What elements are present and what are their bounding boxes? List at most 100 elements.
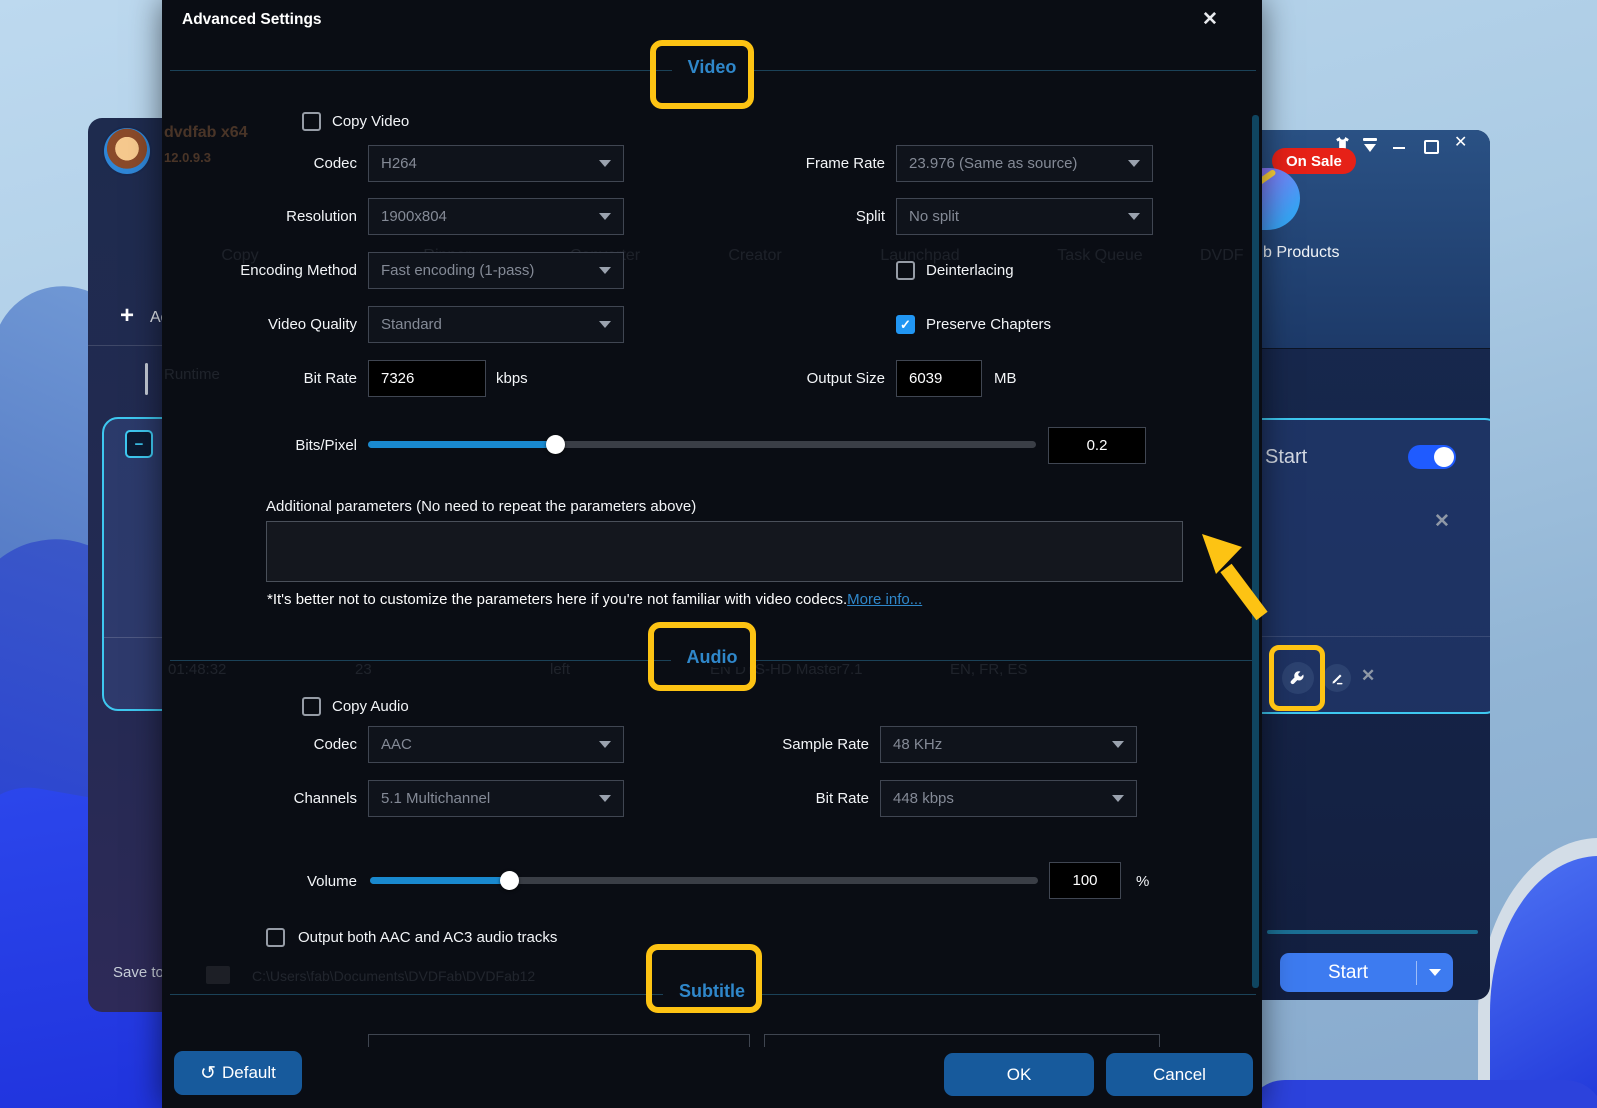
divider [104, 637, 162, 638]
selected-title-card[interactable]: Start ✕ ✕ [1262, 418, 1490, 714]
enable-toggle[interactable] [1408, 445, 1456, 469]
codec-value: H264 [381, 155, 417, 172]
video-quality-dropdown[interactable]: Standard [368, 306, 624, 343]
copy-audio-label: Copy Audio [332, 698, 409, 715]
split-value: No split [909, 208, 960, 225]
additional-params-textarea[interactable] [266, 521, 1183, 582]
preserve-chapters-label: Preserve Chapters [926, 316, 1052, 333]
sample-rate-dropdown[interactable]: 48 KHz [880, 726, 1137, 763]
encoding-method-dropdown[interactable]: Fast encoding (1-pass) [368, 252, 624, 289]
advanced-settings-wrench-button[interactable] [1282, 662, 1314, 694]
ghost-row-duration: 01:48:32 [168, 661, 227, 678]
volume-slider-thumb[interactable] [500, 871, 519, 890]
annotation-box-wrench [1269, 645, 1325, 711]
main-window-left-strip: + Add − Save to [88, 118, 162, 1012]
ghost-row-subtitles: EN, FR, ES [950, 661, 1028, 678]
bits-pixel-slider[interactable] [368, 441, 1036, 448]
bits-pixel-slider-fill [368, 441, 557, 448]
default-button[interactable]: ↺ Default [174, 1051, 302, 1095]
split-dropdown[interactable]: No split [896, 198, 1153, 235]
annotation-arrow [1202, 534, 1268, 621]
frame-rate-value: 23.976 (Same as source) [909, 155, 1078, 172]
audio-section-header: Audio [162, 647, 1262, 668]
audio-codec-dropdown[interactable]: AAC [368, 726, 624, 763]
ghost-row-chapters: 23 [355, 661, 372, 678]
remove-icon[interactable]: ✕ [1434, 511, 1450, 532]
minimize-button[interactable] [1393, 147, 1405, 149]
selected-title-card[interactable]: − [102, 417, 162, 711]
collapse-checkbox[interactable]: − [125, 430, 153, 458]
start-button-label: Start [1327, 961, 1369, 983]
close-window-button[interactable]: ✕ [1454, 134, 1468, 151]
copy-audio-checkbox[interactable] [302, 697, 321, 716]
video-bitrate-input[interactable]: 7326 [368, 360, 486, 397]
output-size-unit: MB [994, 370, 1017, 387]
start-options-caret[interactable] [1417, 969, 1453, 976]
delete-icon[interactable]: ✕ [1361, 666, 1376, 685]
codec-dropdown[interactable]: H264 [368, 145, 624, 182]
copy-video-checkbox[interactable] [302, 112, 321, 131]
ghost-nav-creator: Creator [728, 247, 782, 264]
add-source-button[interactable]: Add [150, 309, 162, 326]
list-scroll-indicator [145, 363, 148, 395]
cancel-button[interactable]: Cancel [1106, 1053, 1253, 1096]
divider [1262, 636, 1490, 637]
close-dialog-button[interactable]: ✕ [1202, 9, 1218, 30]
pen-icon [1332, 674, 1342, 684]
output-both-tracks-checkbox[interactable] [266, 928, 285, 947]
sample-rate-label: Sample Rate [782, 736, 869, 753]
more-info-link[interactable]: More info... [847, 591, 923, 608]
progress-divider [1267, 930, 1478, 934]
divider [88, 345, 162, 346]
audio-codec-label: Codec [313, 736, 357, 753]
bits-pixel-slider-thumb[interactable] [546, 435, 565, 454]
ghost-nav-copy: Copy [221, 247, 259, 264]
plus-icon: + [120, 302, 135, 329]
audio-bitrate-dropdown[interactable]: 448 kbps [880, 780, 1137, 817]
ghost-nav-taskqueue: Task Queue [1057, 247, 1143, 264]
volume-slider[interactable] [370, 877, 1038, 884]
additional-params-label: Additional parameters (No need to repeat… [266, 498, 697, 515]
ghost-app-title: dvdfab x64 [164, 124, 248, 141]
volume-input[interactable]: 100 [1049, 862, 1121, 899]
scrollbar[interactable] [1252, 115, 1259, 988]
reset-icon: ↺ [200, 1062, 217, 1084]
tshirt-sale-icon[interactable] [1334, 135, 1351, 151]
deinterlacing-checkbox[interactable] [896, 261, 915, 280]
start-button[interactable]: Start [1280, 953, 1453, 992]
subtitle-dropdown-partial[interactable] [764, 1034, 1160, 1047]
video-quality-label: Video Quality [268, 316, 357, 333]
resolution-dropdown[interactable]: 1900x804 [368, 198, 624, 235]
on-sale-badge[interactable]: On Sale [1272, 148, 1356, 174]
maximize-button[interactable] [1424, 140, 1439, 154]
card-start-label: Start [1265, 446, 1308, 468]
preserve-chapters-checkbox[interactable]: ✓ [896, 315, 915, 334]
dvdfab-logo-icon [104, 128, 150, 174]
video-edit-button[interactable] [1323, 664, 1351, 692]
output-both-tracks-label: Output both AAC and AC3 audio tracks [298, 929, 558, 946]
channels-value: 5.1 Multichannel [381, 790, 491, 807]
main-window-right-strip: ✕ On Sale b Products Start ✕ ✕ Start [1262, 130, 1490, 1000]
frame-rate-label: Frame Rate [805, 155, 885, 172]
subtitle-dropdown-partial[interactable] [368, 1034, 750, 1047]
collapse-menu-icon[interactable] [1364, 144, 1376, 152]
volume-label: Volume [306, 873, 357, 890]
ok-button[interactable]: OK [944, 1053, 1094, 1096]
copy-video-label: Copy Video [332, 113, 410, 130]
codec-warning-note: *It's better not to customize the parame… [267, 591, 922, 608]
warning-text: *It's better not to customize the parame… [267, 591, 848, 608]
output-size-input[interactable]: 6039 [896, 360, 982, 397]
collapse-menu-icon[interactable] [1363, 138, 1377, 141]
annotation-box-video [650, 40, 754, 109]
nav-dvdfab-products[interactable]: b Products [1263, 244, 1340, 261]
ghost-app-version: 12.0.9.3 [164, 150, 211, 165]
channels-dropdown[interactable]: 5.1 Multichannel [368, 780, 624, 817]
bits-pixel-input[interactable]: 0.2 [1048, 427, 1146, 464]
encoding-method-label: Encoding Method [240, 262, 357, 279]
chevron-down-icon [1112, 741, 1124, 748]
ghost-save-path: C:\Users\fab\Documents\DVDFab\DVDFab12 [252, 968, 536, 984]
chevron-down-icon [1429, 969, 1441, 976]
split-label: Split [855, 208, 885, 225]
frame-rate-dropdown[interactable]: 23.976 (Same as source) [896, 145, 1153, 182]
